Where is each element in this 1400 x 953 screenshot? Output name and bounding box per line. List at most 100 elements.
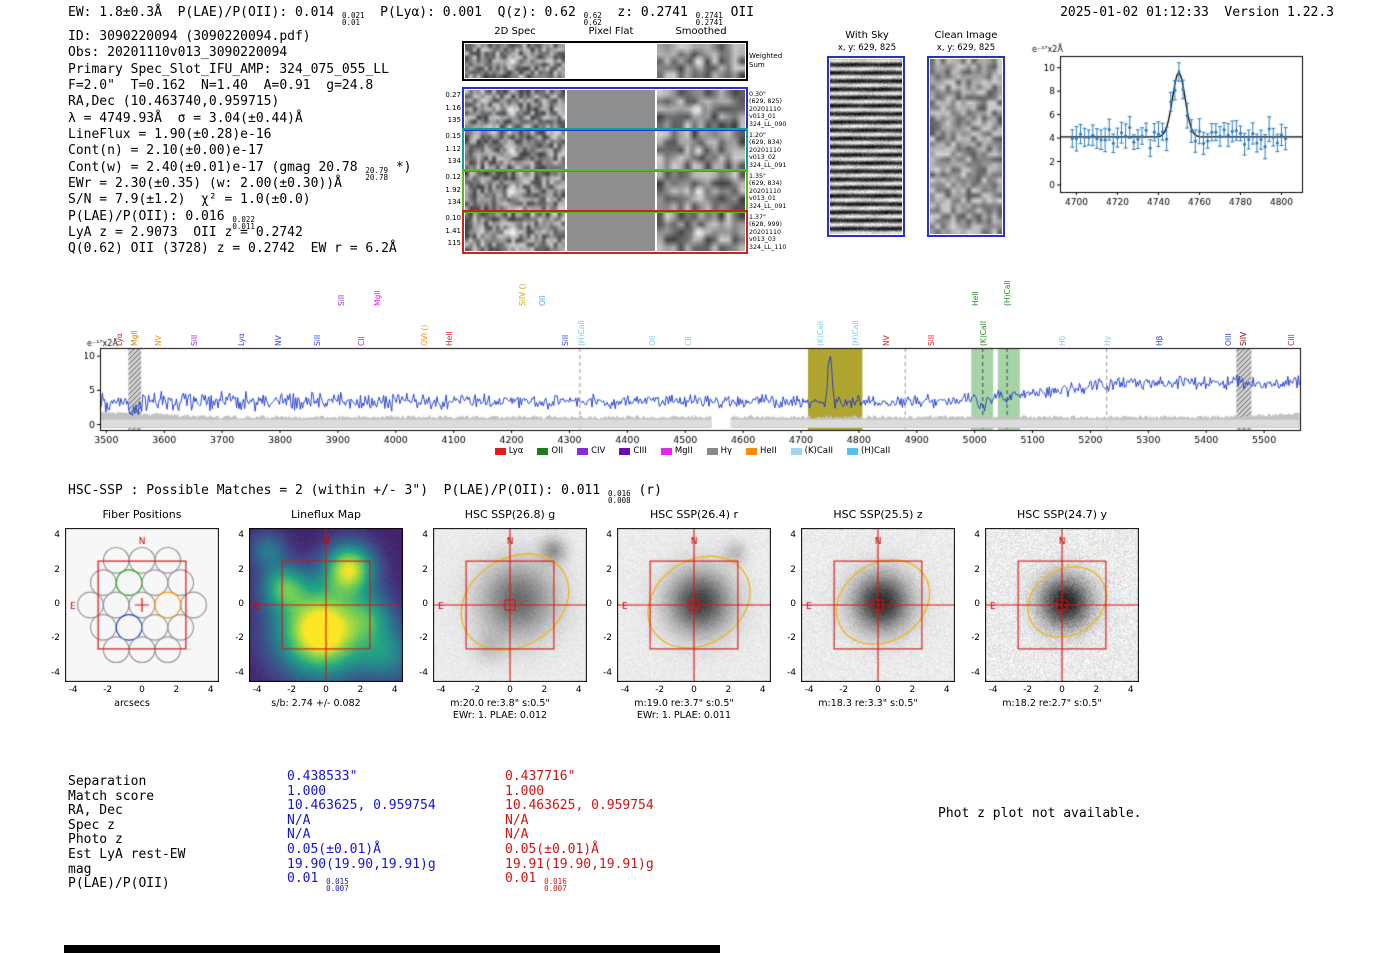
legend-label: Hγ — [720, 446, 732, 456]
cutout-title: Lineflux Map — [290, 508, 362, 521]
metadata-line: LineFlux = 1.90(±0.28)e-16 — [68, 127, 411, 143]
spec2d-row-frame — [462, 128, 748, 172]
axis-tick-label: 0 — [691, 685, 697, 695]
spec2d-info-label: 324_LL_091 — [749, 161, 787, 169]
stack-lower: 0.62 — [583, 18, 602, 27]
spectral-line-label: OIII — [1223, 333, 1233, 346]
metadata-line: LyA z = 2.9073 OII z = 0.2742 — [68, 225, 411, 241]
spectral-line-label: HeII — [445, 331, 455, 346]
spec2d-info-label: 1.35" — [749, 173, 766, 180]
spec2d-cell-2dspec — [465, 131, 565, 169]
cutout-sublabel: s/b: 2.74 +/- 0.082 — [271, 698, 361, 709]
spec2d-info-label: 20201110 — [749, 146, 782, 154]
spectral-line-label: SiIV — [1239, 331, 1249, 346]
match-value-catalog2: 1.000 — [505, 783, 545, 799]
axis-tick-label: -4 — [603, 667, 612, 678]
match-row-label: Est LyA rest-EW — [68, 847, 186, 862]
stacked-uncertainty: 0.022 0.011 — [232, 216, 255, 231]
spectral-line-label: (H)CaII — [577, 320, 587, 346]
spec2d-scale-label: 1.16 — [445, 103, 461, 112]
cutout-panel-hsc-y: HSC SSP(24.7) y -4 -4 -2 -2 0 0 2 2 4 4 m:18.2 re:2… — [959, 506, 1145, 724]
axis-tick-label: -4 — [436, 685, 446, 695]
text-segment: 19.90(19.90,19.91)g — [287, 856, 436, 872]
text-segment: S/N = 7.9(±1.2) χ² = 1.0(±0.0) — [68, 192, 311, 208]
text-segment: Cont(w) = 2.40(±0.01)e-17 (gmag 20.78 — [68, 159, 366, 175]
axis-tick-label: 0 — [974, 599, 980, 609]
spec2d-info-label: (628, 999) — [749, 221, 782, 229]
emission-line-fit-plot — [1030, 40, 1310, 218]
text-segment: 1.000 — [287, 783, 327, 799]
text-segment: N/A — [505, 827, 529, 843]
spec2d-info-label: v013_03 — [749, 236, 776, 244]
axis-tick-label: 4 — [54, 530, 60, 541]
match-value-catalog1: 1.000 — [287, 783, 327, 799]
match-row-label: Photo z — [68, 832, 123, 848]
metadata-line: Q(0.62) OII (3728) z = 0.2742 EW r = 6.2… — [68, 241, 411, 257]
axis-tick-label: -4 — [252, 685, 262, 695]
stack-lower: 0.2741 — [695, 18, 723, 27]
cutout-image — [65, 528, 219, 682]
text-segment: LyA z = 2.9073 OII z = 0.2742 — [68, 225, 303, 241]
legend-swatch — [660, 447, 672, 455]
cutout-title: HSC SSP(25.5) z — [833, 508, 923, 521]
text-segment: EWr = 2.30(±0.35) (w: 2.00(±0.30))Å — [68, 176, 342, 192]
text-segment: ID: 3090220094 (3090220094.pdf) — [68, 29, 311, 44]
text-segment: (r) — [630, 483, 662, 498]
stack-upper: 20.79 — [365, 165, 388, 175]
spec2d-info-label: 1.20" — [749, 132, 766, 139]
axis-tick-label: -4 — [988, 685, 998, 695]
cutout-image — [801, 528, 955, 682]
spec2d-info-label: 20201110 — [749, 228, 782, 236]
match-value-catalog2: N/A — [505, 828, 528, 842]
axis-tick-label: -2 — [655, 685, 665, 695]
spec2d-info-label: v013_01 — [749, 113, 776, 121]
spectral-line-label: CII — [357, 336, 367, 346]
detection-metadata-block: ID: 3090220094 (3090220094.pdf) Obs: 2020… — [68, 29, 411, 258]
match-value-catalog2: 19.91(19.90,19.91)g — [505, 857, 654, 872]
spec2d-cell-pixelflat — [567, 90, 655, 128]
metadata-line: Primary Spec_Slot_IFU_AMP: 324_075_055_L… — [68, 62, 411, 78]
stack-lower: 0.008 — [608, 496, 631, 505]
metadata-line: P(LAE)/P(OII): 0.016 0.022 0.011 — [68, 209, 411, 230]
axis-tick-label: 4 — [943, 685, 950, 695]
text-segment: 0.438533" — [287, 769, 358, 784]
stack-upper: 0.016 — [608, 489, 631, 498]
summary-header: EW: 1.8±0.3Å P(LAE)/P(OII): 0.014 0.021 0… — [68, 5, 754, 26]
text-segment: Primary Spec_Slot_IFU_AMP: 324_075_055_L… — [68, 61, 389, 77]
cutout-title: Fiber Positions — [102, 508, 182, 521]
stack-upper: 0.2741 — [695, 11, 723, 20]
text-segment: F=2.0" T=0.162 N=1.40 A=0.91 g=24.8 — [68, 78, 374, 94]
spec2d-scale-label: 0.10 — [445, 214, 461, 222]
footer-bar — [64, 945, 720, 953]
axis-tick-label: 2 — [238, 564, 244, 575]
axis-tick-label: -2 — [419, 633, 428, 644]
text-segment: 0.437716" — [505, 769, 576, 784]
axis-tick-label: 4 — [575, 685, 582, 695]
withsky-title: With Sky — [845, 30, 889, 41]
stack-upper: 0.016 — [544, 877, 567, 887]
cutout-panel-lineflux-map: Lineflux Map -4 -4 -2 -2 0 0 2 2 4 4 s/b: 2.74 +/- … — [223, 506, 409, 724]
legend-swatch — [706, 447, 718, 455]
text-segment: RA,Dec (10.463740,0.959715) — [68, 94, 280, 110]
spec2d-scale-label: 134 — [447, 157, 461, 165]
axis-tick-label: 0 — [606, 599, 612, 609]
axis-tick-label: 4 — [391, 685, 398, 695]
match-value-catalog2: 0.01 0.016 0.007 — [505, 871, 567, 893]
stacked-uncertainty: 0.015 0.007 — [326, 878, 349, 893]
match-row-label: Match score — [68, 788, 155, 804]
axis-tick-label: 2 — [606, 564, 612, 575]
legend-swatch — [537, 447, 549, 455]
spec2d-info-label: (629, 825) — [749, 98, 782, 106]
axis-tick-label: -2 — [103, 685, 113, 695]
spectral-line-label: Lyα — [237, 333, 247, 346]
text-segment: 0.01 — [505, 871, 545, 887]
spec2d-info-label: 324_LL_110 — [749, 243, 787, 251]
axis-tick-label: 2 — [357, 685, 364, 695]
spec2d-info-label: v013_01 — [749, 195, 776, 203]
axis-tick-label: -4 — [51, 667, 60, 678]
text-segment: 1.000 — [505, 783, 545, 799]
spectral-line-label: OII — [537, 295, 547, 306]
spec2d-header-pixelflat: Pixel Flat — [588, 26, 634, 37]
spectral-line-label: OII — [648, 335, 658, 346]
text-segment: EW: 1.8±0.3Å P(LAE)/P(OII): 0.014 — [68, 5, 342, 20]
